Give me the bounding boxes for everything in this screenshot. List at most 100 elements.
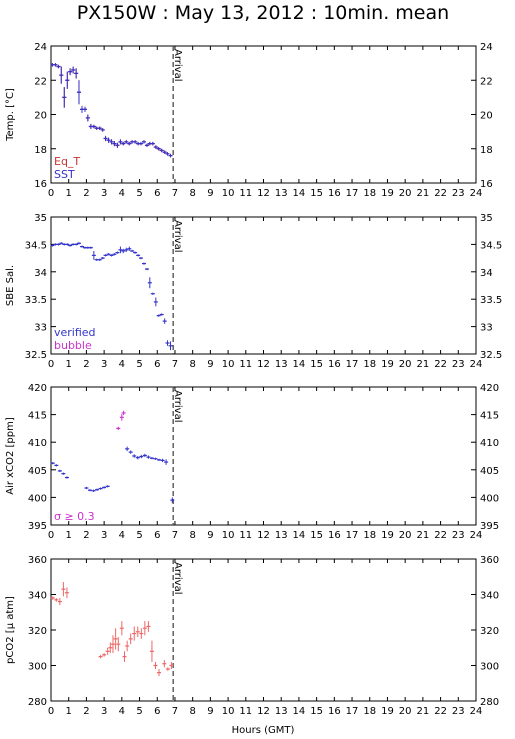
y-tick-label-left: 360 [28, 555, 47, 566]
y-tick-label-left: 35 [34, 213, 47, 224]
x-tick-label: 6 [154, 359, 160, 370]
x-tick-label: 24 [470, 359, 483, 370]
x-tick-label: 11 [239, 188, 252, 199]
y-tick-label-left: 16 [34, 179, 47, 190]
y-tick-label-right: 35 [480, 213, 493, 224]
x-tick-label: 15 [310, 359, 323, 370]
y-tick-label-left: 34.5 [25, 240, 47, 251]
x-tick-label: 13 [275, 706, 288, 717]
y-tick-label-right: 420 [480, 383, 499, 394]
y-axis-label: Temp. [°C] [5, 88, 16, 142]
y-tick-label-left: 415 [28, 411, 47, 422]
y-tick-label-right: 18 [480, 145, 493, 156]
y-tick-label-left: 405 [28, 466, 47, 477]
x-tick-label: 16 [328, 359, 341, 370]
x-tick-label: 23 [452, 706, 465, 717]
x-tick-label: 5 [136, 530, 142, 541]
x-tick-label: 21 [417, 188, 430, 199]
x-tick-label: 6 [154, 188, 160, 199]
x-tick-label: 5 [136, 188, 142, 199]
y-tick-label-right: 340 [480, 591, 499, 602]
x-tick-label: 10 [222, 706, 235, 717]
plot-frame [50, 558, 477, 702]
y-axis-label: pCO2 [μ atm] [5, 596, 16, 664]
x-tick-label: 4 [119, 706, 125, 717]
x-tick-label: 17 [346, 706, 359, 717]
x-tick-label: 21 [417, 530, 430, 541]
x-tick-label: 23 [452, 530, 465, 541]
x-tick-label: 9 [207, 188, 213, 199]
x-tick-label: 12 [257, 706, 270, 717]
y-tick-label-right: 33 [480, 323, 493, 334]
plot-frame [50, 45, 477, 184]
x-tick-label: 1 [66, 188, 72, 199]
y-tick-label-left: 34 [34, 268, 47, 279]
x-tick-label: 2 [83, 706, 89, 717]
y-tick-label-right: 22 [480, 76, 493, 87]
x-tick-label: 22 [434, 188, 447, 199]
chart-panel-3: 0 1 2 3 4 5 6 7 8 9 10 11 12 13 14 15 16 17 18 19 20 21 22 23 24… [5, 383, 499, 541]
x-tick-label: 18 [363, 359, 376, 370]
x-tick-label: 17 [346, 359, 359, 370]
y-tick-label-left: 24 [34, 42, 47, 53]
x-tick-label: 8 [189, 359, 195, 370]
y-tick-label-left: 22 [34, 76, 47, 87]
series-normal [50, 446, 175, 503]
y-tick-label-right: 400 [480, 493, 499, 504]
legend-entry: verified [54, 326, 96, 339]
x-tick-label: 15 [310, 530, 323, 541]
x-tick-label: 18 [363, 188, 376, 199]
x-tick-label: 7 [172, 188, 178, 199]
x-tick-label: 2 [83, 188, 89, 199]
y-tick-label-right: 410 [480, 438, 499, 449]
x-tick-label: 21 [417, 359, 430, 370]
x-tick-label: 3 [101, 359, 107, 370]
x-tick-label: 19 [381, 359, 394, 370]
x-tick-label: 6 [154, 706, 160, 717]
y-tick-label-left: 395 [28, 521, 47, 532]
x-tick-label: 3 [101, 188, 107, 199]
x-tick-label: 18 [363, 706, 376, 717]
x-tick-label: 0 [48, 530, 54, 541]
legend-entry: Eq_T [54, 155, 80, 168]
x-tick-label: 1 [66, 359, 72, 370]
y-tick-label-right: 33.5 [480, 295, 502, 306]
x-tick-label: 4 [119, 188, 125, 199]
x-tick-label: 16 [328, 530, 341, 541]
y-tick-label-right: 405 [480, 466, 499, 477]
x-tick-label: 0 [48, 188, 54, 199]
y-axis-label: Air xCO2 [ppm] [5, 417, 16, 495]
x-tick-label: 4 [119, 359, 125, 370]
x-tick-label: 4 [119, 530, 125, 541]
x-tick-label: 11 [239, 706, 252, 717]
y-tick-label-right: 395 [480, 521, 499, 532]
y-tick-label-right: 24 [480, 42, 493, 53]
x-tick-label: 19 [381, 188, 394, 199]
x-tick-label: 3 [101, 706, 107, 717]
x-tick-label: 18 [363, 530, 376, 541]
y-tick-label-right: 34 [480, 268, 493, 279]
series-verified [50, 242, 173, 351]
x-tick-label: 15 [310, 188, 323, 199]
x-tick-label: 14 [293, 188, 306, 199]
x-tick-label: 6 [154, 530, 160, 541]
x-tick-label: 14 [293, 359, 306, 370]
x-tick-label: 20 [399, 359, 412, 370]
y-axis-label: SBE Sal. [5, 265, 16, 306]
arrival-label: Arrival [172, 49, 183, 82]
x-tick-label: 22 [434, 706, 447, 717]
x-tick-label: 20 [399, 530, 412, 541]
arrival-label: Arrival [172, 220, 183, 253]
y-tick-label-right: 320 [480, 626, 499, 637]
y-tick-label-left: 340 [28, 591, 47, 602]
x-tick-label: 3 [101, 530, 107, 541]
x-tick-label: 10 [222, 359, 235, 370]
x-tick-label: 13 [275, 359, 288, 370]
x-tick-label: 16 [328, 188, 341, 199]
plot-frame [50, 216, 477, 355]
y-tick-label-left: 32.5 [25, 350, 47, 361]
x-tick-label: 2 [83, 530, 89, 541]
x-tick-label: 13 [275, 530, 288, 541]
chart-panel-1: 0 1 2 3 4 5 6 7 8 9 10 11 12 13 14 15 16 17 18 19 20 21 22 23 24… [5, 42, 493, 199]
